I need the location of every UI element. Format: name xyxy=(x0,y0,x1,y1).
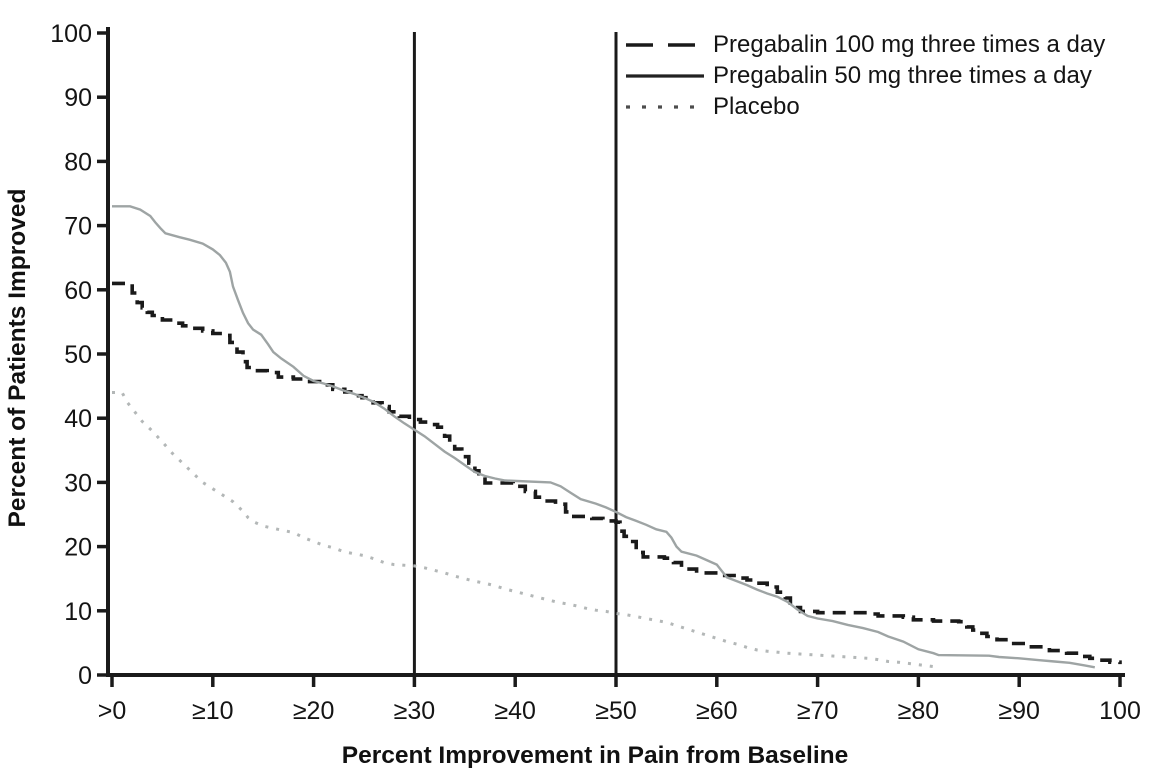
y-tick-label: 60 xyxy=(64,277,92,305)
dotted-line-sample-icon xyxy=(626,104,696,109)
legend-label: Pregabalin 50 mg three times a day xyxy=(713,61,1092,89)
y-tick-label: 20 xyxy=(64,534,92,562)
x-tick-label: ≥50 xyxy=(595,697,637,725)
y-tick-label: 100 xyxy=(50,20,92,48)
y-tick-label: 0 xyxy=(78,662,92,690)
dashed-line-sample-icon xyxy=(626,42,704,47)
x-tick-label: ≥20 xyxy=(293,697,335,725)
x-tick-label: 100 xyxy=(1099,697,1141,725)
legend-item-pregabalin-100: Pregabalin 100 mg three times a day xyxy=(626,29,1105,60)
x-tick-label: ≥80 xyxy=(898,697,940,725)
series-line-2 xyxy=(112,391,939,669)
y-tick-label: 70 xyxy=(64,213,92,241)
y-axis-title: Percent of Patients Improved xyxy=(4,188,31,528)
legend-item-pregabalin-50: Pregabalin 50 mg three times a day xyxy=(626,60,1105,91)
x-tick-label: ≥30 xyxy=(394,697,436,725)
x-tick-label: ≥90 xyxy=(998,697,1040,725)
y-tick-label: 90 xyxy=(64,84,92,112)
y-tick-label: 40 xyxy=(64,405,92,433)
legend-item-placebo: Placebo xyxy=(626,91,1105,122)
y-tick-label: 80 xyxy=(64,148,92,176)
y-tick-label: 10 xyxy=(64,598,92,626)
series-line-1 xyxy=(112,205,1096,669)
y-tick-label: 50 xyxy=(64,341,92,369)
x-tick-label: ≥70 xyxy=(797,697,839,725)
x-tick-label: >0 xyxy=(98,697,127,725)
legend-label: Pregabalin 100 mg three times a day xyxy=(713,30,1106,58)
x-tick-label: ≥10 xyxy=(192,697,234,725)
x-axis-title: Percent Improvement in Pain from Baselin… xyxy=(341,742,849,769)
x-tick-label: ≥60 xyxy=(696,697,738,725)
chart-legend: Pregabalin 100 mg three times a day Preg… xyxy=(626,29,1105,122)
y-tick-label: 30 xyxy=(64,469,92,497)
solid-line-sample-icon xyxy=(626,73,704,78)
x-tick-label: ≥40 xyxy=(494,697,536,725)
legend-label: Placebo xyxy=(713,92,800,120)
series-line-0 xyxy=(112,281,1122,665)
